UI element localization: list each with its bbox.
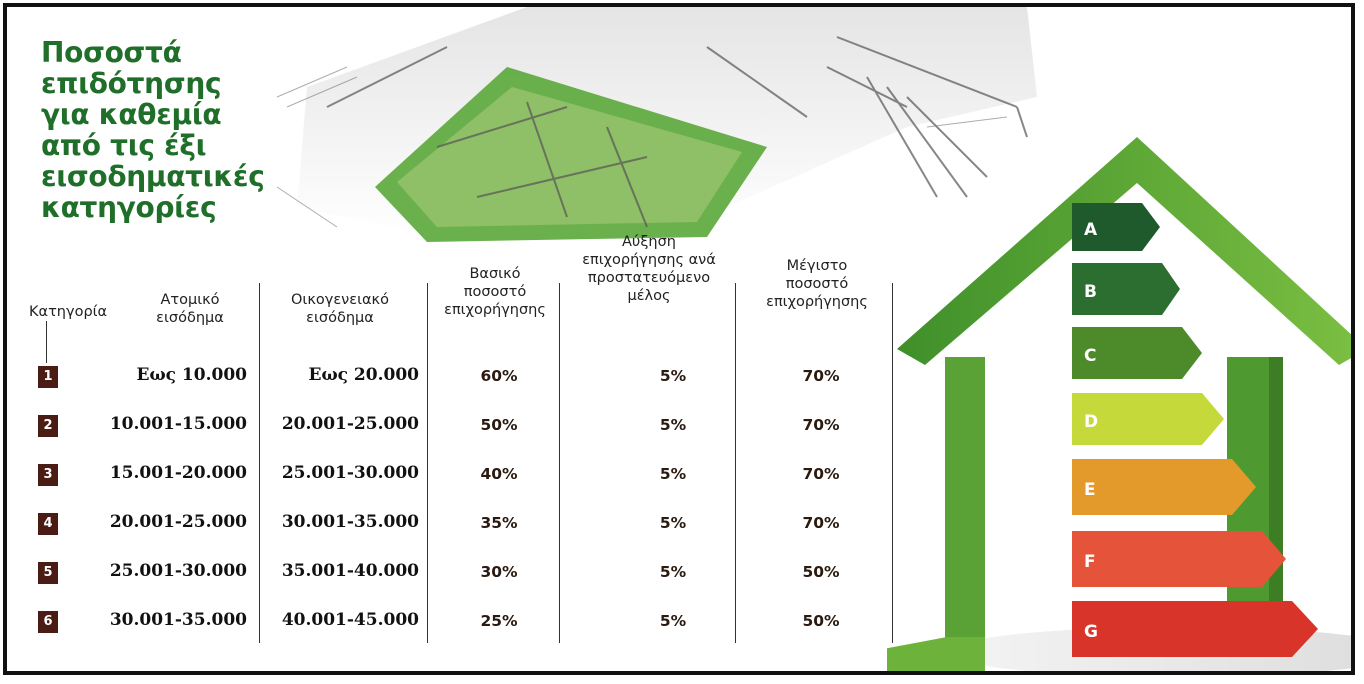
column-divider [259, 283, 260, 643]
energy-bar-e: E [1072, 459, 1256, 515]
max-percentage-cell: 70% [802, 416, 840, 434]
basic-percentage-cell: 35% [480, 514, 518, 532]
title-line: Ποσοστά [41, 36, 182, 69]
column-divider [735, 283, 736, 643]
max-percentage-cell: 50% [802, 563, 840, 581]
family-income-cell: Εως 20.000 [308, 365, 419, 385]
svg-text:E: E [1084, 480, 1096, 500]
energy-bar-g: G [1072, 601, 1318, 657]
category-badge: 4 [38, 513, 58, 535]
family-income-cell: 40.001-45.000 [281, 610, 419, 630]
individual-income-cell: 20.001-25.000 [109, 512, 247, 532]
title-line: κατηγορίες [41, 191, 217, 224]
max-percentage-cell: 70% [802, 514, 840, 532]
family-income-cell: 30.001-35.000 [281, 512, 419, 532]
energy-bar-b: B [1072, 263, 1180, 315]
family-income-cell: 35.001-40.000 [281, 561, 419, 581]
infographic: Ποσοστά επιδότησης για καθεμία από τις έ… [3, 3, 1355, 675]
header-family-income: Οικογενειακό εισόδημα [291, 292, 389, 326]
svg-text:C: C [1084, 346, 1096, 366]
category-badge: 5 [38, 562, 58, 584]
basic-percentage-cell: 50% [480, 416, 518, 434]
max-percentage-cell: 70% [802, 367, 840, 385]
category-badge: 1 [38, 366, 58, 388]
title-line: εισοδηματικές [41, 160, 265, 193]
family-income-cell: 25.001-30.000 [281, 463, 419, 483]
header-category: Κατηγορία [29, 304, 108, 320]
title-line: από τις έξι [41, 129, 207, 162]
energy-bar-f: F [1072, 531, 1286, 587]
svg-text:D: D [1084, 412, 1098, 432]
increase-cell: 5% [659, 465, 687, 483]
increase-cell: 5% [659, 514, 687, 532]
individual-income-cell: 25.001-30.000 [109, 561, 247, 581]
category-badge: 2 [38, 415, 58, 437]
header-basic-percentage: Βασικό ποσοστό επιχορήγησης [444, 266, 546, 318]
title-line: για καθεμία [41, 98, 222, 131]
max-percentage-cell: 50% [802, 612, 840, 630]
energy-bar-d: D [1072, 393, 1224, 445]
basic-percentage-cell: 40% [480, 465, 518, 483]
energy-bar-c: C [1072, 327, 1202, 379]
page-title: Ποσοστά επιδότησης για καθεμία από τις έ… [41, 37, 301, 223]
basic-percentage-cell: 60% [480, 367, 518, 385]
svg-text:A: A [1084, 220, 1098, 240]
svg-text:B: B [1084, 282, 1097, 302]
floor-plan-illustration [276, 7, 1037, 242]
energy-rating-bars: A B C D E F G [1072, 203, 1318, 657]
svg-text:G: G [1084, 622, 1098, 642]
individual-income-cell: 10.001-15.000 [109, 414, 247, 434]
header-increase-per-dependent: Αύξηση επιχορήγησης ανά προστατευόμενο μ… [582, 234, 716, 304]
increase-cell: 5% [659, 612, 687, 630]
energy-bar-a: A [1072, 203, 1160, 251]
header-individual-income: Ατομικό εισόδημα [156, 292, 224, 326]
family-income-cell: 20.001-25.000 [281, 414, 419, 434]
category-badge: 6 [38, 611, 58, 633]
svg-text:F: F [1084, 552, 1096, 572]
column-divider [559, 283, 560, 643]
column-divider [892, 283, 893, 643]
max-percentage-cell: 70% [802, 465, 840, 483]
increase-cell: 5% [659, 416, 687, 434]
individual-income-cell: Εως 10.000 [136, 365, 247, 385]
basic-percentage-cell: 30% [480, 563, 518, 581]
individual-income-cell: 15.001-20.000 [109, 463, 247, 483]
column-divider [427, 283, 428, 643]
header-max-percentage: Μέγιστο ποσοστό επιχορήγησης [766, 258, 868, 310]
basic-percentage-cell: 25% [480, 612, 518, 630]
individual-income-cell: 30.001-35.000 [109, 610, 247, 630]
category-pointer-line [46, 321, 47, 363]
category-badge: 3 [38, 464, 58, 486]
title-line: επιδότησης [41, 67, 222, 100]
increase-cell: 5% [659, 367, 687, 385]
increase-cell: 5% [659, 563, 687, 581]
